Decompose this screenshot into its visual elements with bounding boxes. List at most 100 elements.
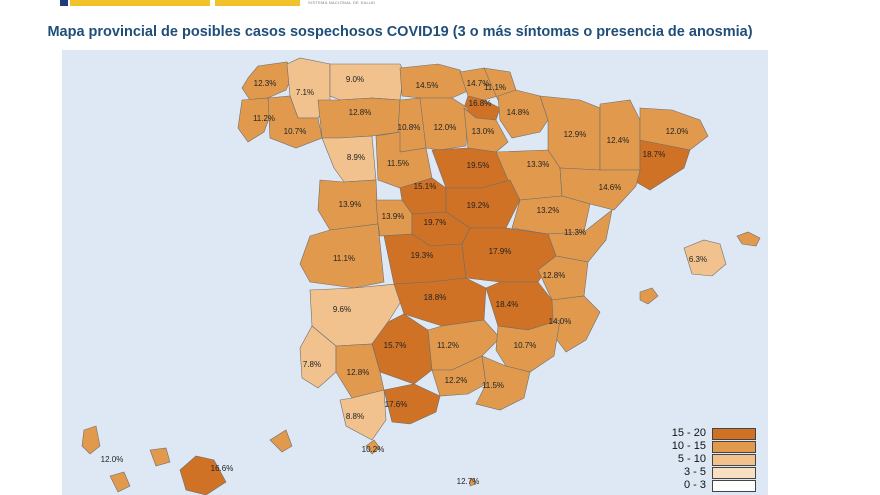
province-value-label: 12.4% [607,136,630,145]
province-value-label: 7.1% [296,88,314,97]
province-region [329,63,405,101]
province-value-label: 15.1% [414,182,437,191]
legend-swatch [712,454,756,466]
province-value-label: 18.4% [496,300,519,309]
province-value-label: 12.0% [101,455,124,464]
province-value-label: 19.5% [467,161,490,170]
province-region [683,239,727,277]
island-shape [736,231,761,247]
province-value-label: 13.3% [527,160,550,169]
province-region [399,63,471,99]
province-value-label: 16.6% [211,464,234,473]
province-region [599,99,641,171]
province-value-label: 18.8% [424,293,447,302]
ministry-logo-flag [70,0,210,6]
province-value-label: 13.2% [537,206,560,215]
province-value-label: 12.8% [543,271,566,280]
province-value-label: 14.6% [599,183,622,192]
province-value-label: 13.0% [472,127,495,136]
logo-caption: SISTEMA NACIONAL DE SALUD [308,0,376,5]
province-value-label: 12.2% [445,376,468,385]
legend: 15 - 20 10 - 15 5 - 10 3 - 5 0 - 3 [650,427,762,493]
legend-swatch [712,467,756,479]
map-title: Mapa provincial de posibles casos sospec… [47,24,753,40]
ministry-logo-flag-2 [215,0,300,6]
legend-item: 15 - 20 [650,427,762,440]
province-region [495,319,561,373]
province-value-label: 11.2% [437,341,459,350]
island-shape [269,429,293,453]
province-value-label: 12.9% [564,130,587,139]
province-value-label: 12.0% [666,127,689,136]
province-value-label: 14.0% [549,317,572,326]
province-region [393,277,487,327]
legend-label: 0 - 3 [683,479,706,491]
province-region [267,95,323,149]
legend-label: 15 - 20 [671,427,706,439]
province-value-label: 9.0% [346,75,364,84]
province-value-label: 12.0% [434,123,457,132]
province-value-label: 11.3% [564,228,586,237]
province-region [241,61,295,101]
province-value-label: 15.7% [384,341,407,350]
legend-label: 5 - 10 [677,453,706,465]
province-value-label: 11.1% [484,83,506,92]
province-value-label: 12.8% [349,108,372,117]
province-value-label: 8.8% [346,412,364,421]
province-value-label: 7.8% [303,360,321,369]
province-value-label: 10.7% [514,341,537,350]
province-value-label: 12.3% [254,79,277,88]
island-shape [109,471,131,493]
province-region [179,455,227,495]
legend-item: 5 - 10 [650,453,762,466]
province-value-label: 14.5% [416,81,439,90]
header-logo-bar: SISTEMA NACIONAL DE SALUD [0,0,880,8]
province-region [469,477,477,487]
island-shape [149,447,171,467]
legend-swatch [712,480,756,492]
province-region [81,425,101,455]
province-value-label: 12.7% [457,477,480,486]
province-region [365,439,381,455]
province-value-label: 11.5% [482,381,504,390]
province-value-label: 10.2% [362,445,385,454]
legend-item: 0 - 3 [650,479,762,492]
province-region [339,389,387,441]
legend-swatch [712,441,756,453]
province-value-label: 8.9% [347,153,365,162]
island-shape [639,287,659,305]
province-value-label: 17.9% [489,247,512,256]
legend-swatch [712,428,756,440]
ministry-logo [60,0,68,6]
legend-label: 3 - 5 [683,466,706,478]
province-region [475,355,531,411]
province-value-label: 17.6% [385,400,408,409]
province-value-label: 14.7% [467,79,490,88]
province-value-label: 12.8% [347,368,370,377]
province-value-label: 11.1% [333,254,355,263]
province-value-label: 11.2% [253,114,275,123]
province-region [537,255,589,301]
province-region [497,89,549,139]
province-region [375,131,433,189]
province-value-label: 9.6% [333,305,351,314]
province-value-label: 13.9% [339,200,362,209]
province-region [317,97,401,139]
province-value-label: 19.7% [424,218,447,227]
province-value-label: 18.7% [643,150,666,159]
province-value-label: 6.3% [689,255,707,264]
legend-item: 10 - 15 [650,440,762,453]
legend-label: 10 - 15 [671,440,706,452]
province-value-label: 19.2% [467,201,490,210]
province-value-label: 13.9% [382,212,405,221]
province-value-label: 10.8% [398,123,421,132]
province-value-label: 11.5% [387,159,409,168]
province-value-label: 19.3% [411,251,434,260]
province-region [383,383,441,425]
province-value-label: 14.8% [507,108,530,117]
province-value-label: 10.7% [284,127,307,136]
province-region [299,223,385,289]
province-value-label: 16.8% [469,99,492,108]
legend-item: 3 - 5 [650,466,762,479]
